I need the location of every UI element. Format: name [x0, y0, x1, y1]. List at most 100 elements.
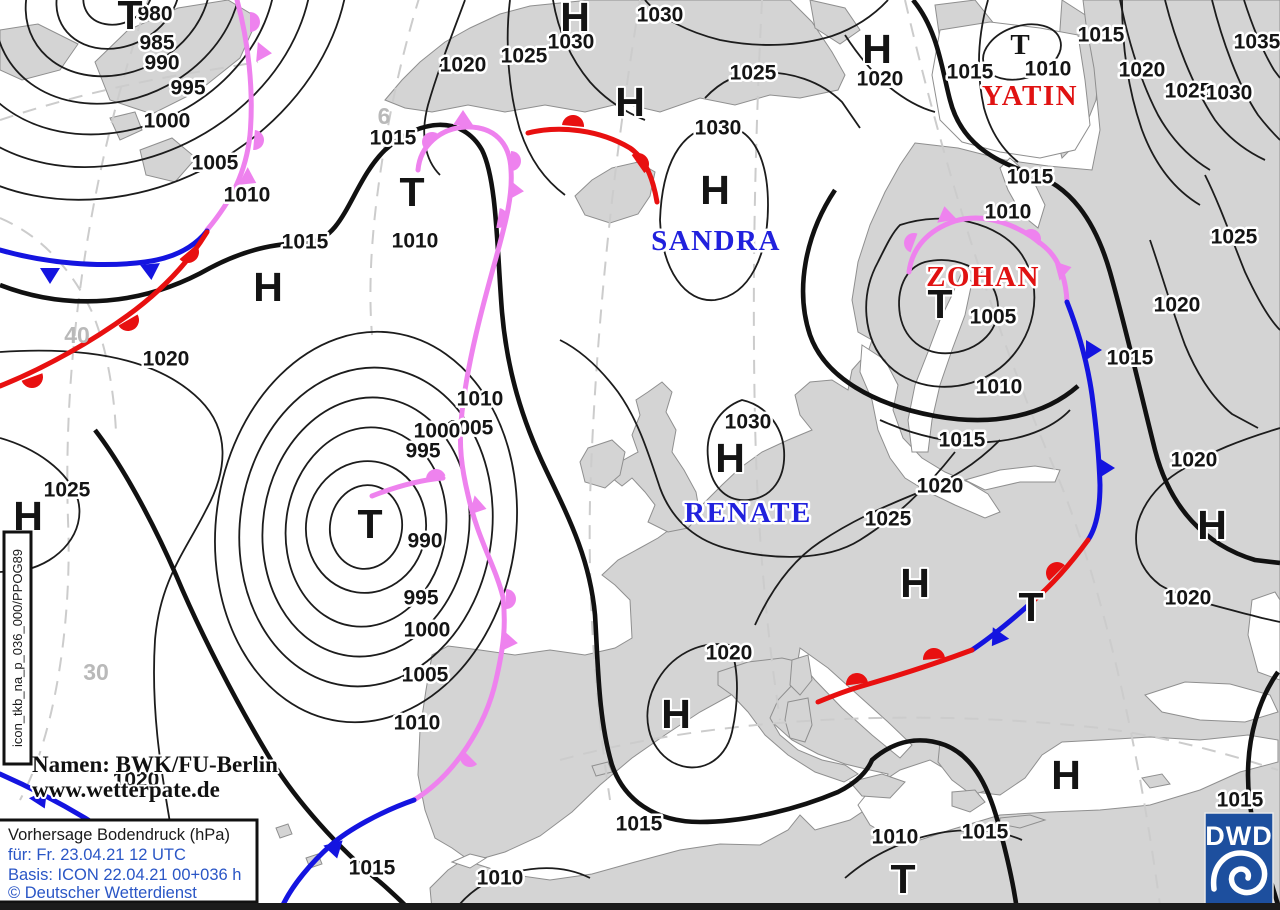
- graticule-parallel: [559, 716, 1279, 771]
- isobar-1020: [423, 0, 466, 176]
- graticule-parallel: [0, 61, 259, 121]
- pressure-label: 1015: [939, 429, 986, 452]
- pressure-label: 1025: [501, 45, 548, 68]
- dwd-logo-text: DWD: [1205, 821, 1272, 851]
- low-center-symbol: T: [357, 501, 382, 547]
- pressure-label: 1000: [144, 110, 191, 133]
- land-peloponnese: [951, 789, 986, 813]
- warm-front-italy: [815, 647, 975, 705]
- pressure-label: 1030: [548, 31, 595, 54]
- pressure-label: 1030: [725, 411, 772, 434]
- isobar-1015-bold-iberia: [93, 428, 412, 910]
- info-valid-time: für: Fr. 23.04.21 12 UTC: [8, 846, 186, 864]
- sea-gulf-of-finland: [963, 465, 1061, 491]
- storm-name: SANDRA: [651, 225, 781, 257]
- low-center-symbol: T: [927, 281, 952, 327]
- graticule-label: 30: [83, 659, 109, 685]
- low-center-symbol: T: [399, 169, 424, 215]
- pressure-label: 1020: [917, 475, 964, 498]
- isobar-1030: [644, 0, 889, 46]
- occluded-front-northwest: [204, 0, 254, 233]
- land-sardinia: [784, 697, 813, 743]
- isobar-1020-med: [646, 643, 738, 769]
- graticule-meridian: [588, 0, 641, 801]
- pressure-label: 1015: [370, 127, 417, 150]
- side-label-box: icon_tkb_na_p_036_000/PPOG89: [2, 530, 33, 766]
- pressure-label: 1005: [970, 306, 1017, 329]
- pressure-label: 1020: [1165, 587, 1212, 610]
- pressure-label: 990: [144, 52, 179, 75]
- low-center-symbol: T: [890, 856, 915, 902]
- isobar-1030-renate: [706, 399, 785, 501]
- graticule-label: 40: [64, 322, 90, 348]
- pressure-label: 1025: [44, 479, 91, 502]
- warm-front-symbols: [21, 115, 1065, 686]
- graticule-meridian: [369, 0, 420, 336]
- pressure-label: 1025: [730, 62, 777, 85]
- sea-caspian: [1247, 591, 1280, 681]
- pressure-label: 1030: [637, 4, 684, 27]
- sea-white-sea: [999, 157, 1046, 229]
- pressure-label: 1020: [143, 348, 190, 371]
- info-copyright: © Deutscher Wetterdienst: [8, 884, 197, 902]
- isobar-1020: [844, 34, 936, 113]
- pressure-label: 1015: [1107, 347, 1154, 370]
- isobar-1015: [879, 409, 1071, 444]
- pressure-label: 1025: [865, 508, 912, 531]
- isobar-1035: [1243, 0, 1280, 79]
- land-madeira: [275, 823, 293, 839]
- land-island-small: [139, 137, 197, 183]
- map-labels: 9809859909951000100510101015102010251020…: [11, 0, 1280, 904]
- isobar-1025: [559, 339, 956, 558]
- isobar-1020: [1135, 427, 1280, 623]
- isobar-1005-zohan: [898, 259, 999, 355]
- graticule-meridian: [904, 0, 1161, 906]
- pressure-label: 1015: [282, 231, 329, 254]
- occluded-front-atlantic-hook: [369, 475, 446, 499]
- storm-name: RENATE: [684, 497, 812, 529]
- isobar-1025: [1204, 174, 1280, 331]
- model-run-id: icon_tkb_na_p_036_000/PPOG89: [10, 549, 25, 747]
- sea-gibraltar-strait: [450, 853, 488, 869]
- land-svalbard: [809, 0, 861, 45]
- pressure-label: 1015: [349, 857, 396, 880]
- storm-name: ZOHAN: [926, 261, 1040, 293]
- pressure-label: 1005: [447, 417, 494, 440]
- pressure-label: 1015: [947, 61, 994, 84]
- high-center-symbol: H: [1197, 502, 1227, 548]
- isobar-1020: [1119, 0, 1211, 171]
- pressure-label: 1015: [616, 813, 663, 836]
- pressure-label: 1015: [962, 821, 1009, 844]
- warm-front-zohan-1: [1029, 537, 1091, 605]
- high-center-symbol: H: [715, 435, 745, 481]
- pressure-label: 1010: [1025, 58, 1072, 81]
- pressure-label: 1010: [394, 712, 441, 735]
- pressure-label: 1020: [1119, 59, 1166, 82]
- land-corsica: [789, 654, 813, 696]
- isobar-1025: [506, 0, 566, 196]
- dwd-spiral-icon: [1210, 850, 1268, 896]
- graticule-meridian: [19, 0, 150, 801]
- cold-front-symbols: [28, 263, 1115, 859]
- pressure-label: 1030: [1206, 82, 1253, 105]
- pressure-label: 1015: [1007, 166, 1054, 189]
- pressure-label: 985: [139, 32, 174, 55]
- pressure-label: 1020: [440, 54, 487, 77]
- high-center-symbol: H: [615, 79, 645, 125]
- isobar-1015: [1121, 0, 1201, 206]
- isobar-1015-bold-zohan-south: [800, 188, 1080, 423]
- pressure-label: 1010: [477, 867, 524, 890]
- dwd-logo[interactable]: DWD: [1204, 812, 1274, 906]
- attribution-url[interactable]: www.wetterpate.de: [30, 775, 222, 804]
- isobar-rings-t980: [0, 0, 350, 201]
- isobar-1015-bold-atlantic: [0, 122, 1020, 910]
- pressure-label: 1015: [1217, 789, 1264, 812]
- pressure-label: 1015: [1078, 24, 1125, 47]
- map-bottom-border: [0, 903, 1280, 910]
- pressure-label: 1005: [192, 152, 239, 175]
- land-greenland: [384, 0, 846, 113]
- isobar-1015: [978, 0, 1019, 163]
